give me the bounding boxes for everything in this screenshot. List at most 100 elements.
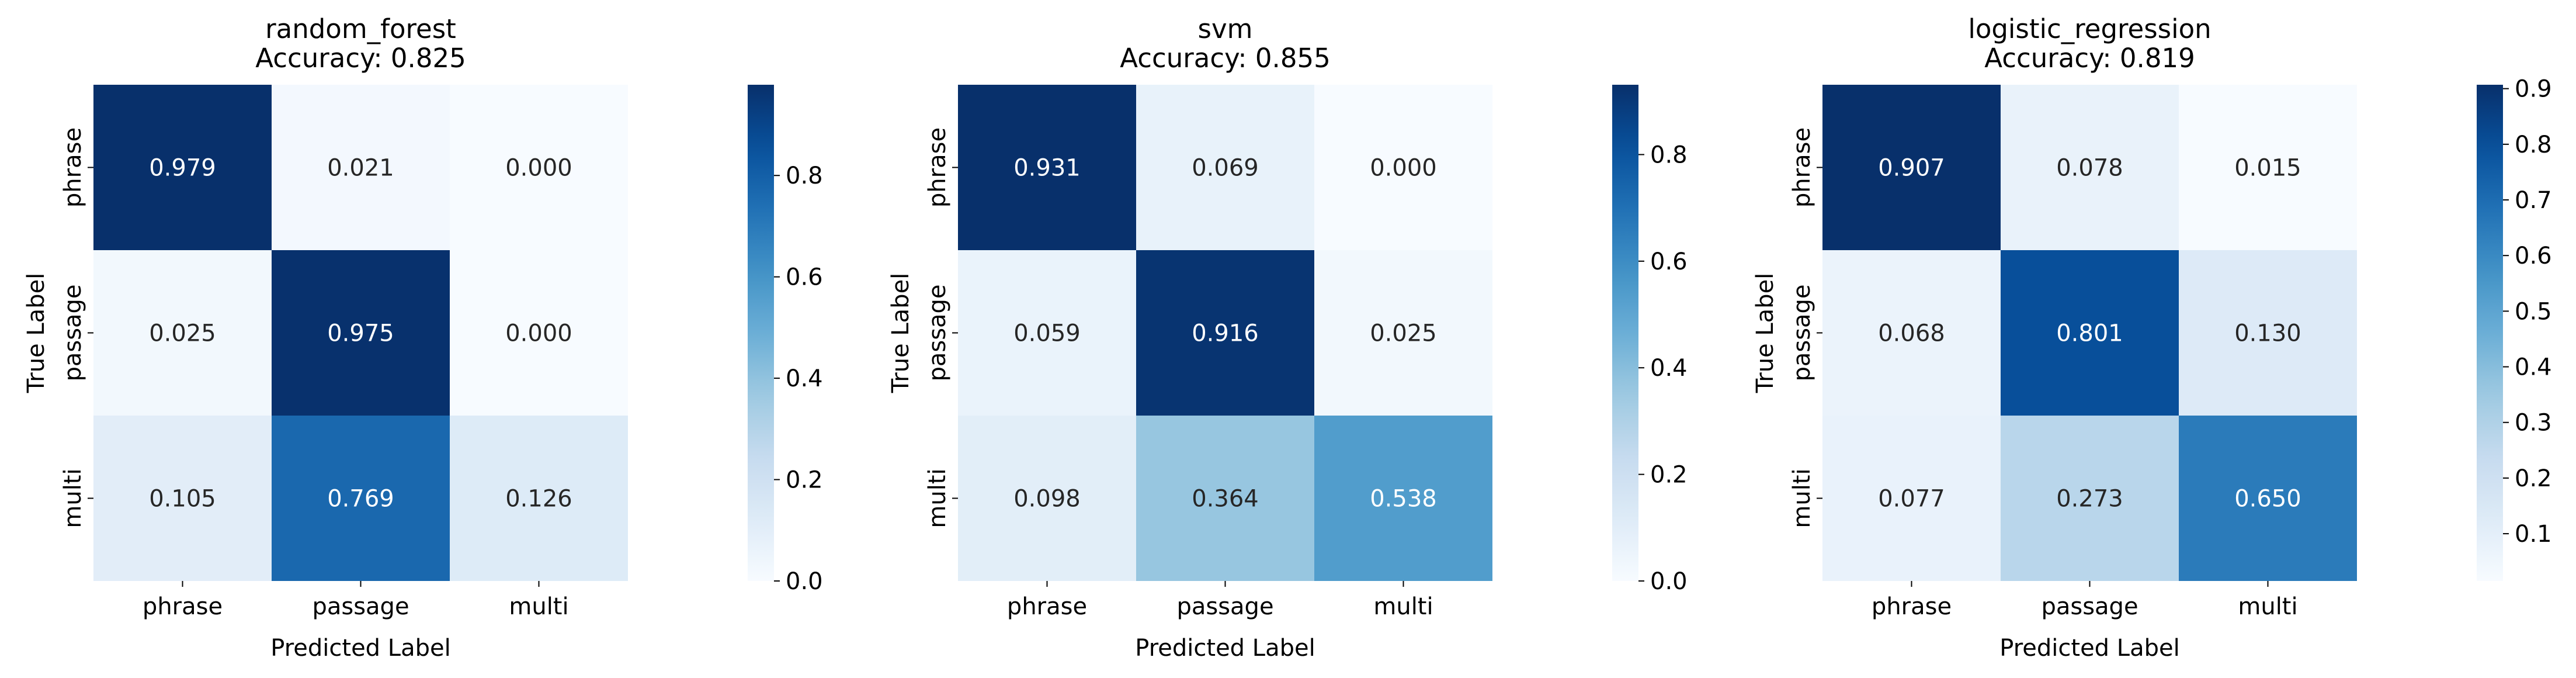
colorbar-tick-label: 0.6 <box>786 264 823 291</box>
cell-value-label: 0.769 <box>327 486 394 513</box>
x-tick-label: phrase <box>143 593 223 620</box>
y-tick-label: multi <box>1789 468 1815 528</box>
heatmap-cell <box>1822 416 2001 581</box>
chart-title-line: logistic_regression <box>1968 13 2211 44</box>
heatmap-cell <box>1136 85 1314 250</box>
colorbar-tick-label: 0.5 <box>2515 298 2552 325</box>
colorbar-tick-label: 0.7 <box>2515 187 2552 214</box>
heatmap-cell <box>450 250 628 416</box>
cell-value-label: 0.000 <box>1370 155 1437 182</box>
heatmap-cell <box>93 85 272 250</box>
cell-value-label: 0.364 <box>1192 486 1259 513</box>
cell-value-label: 0.059 <box>1013 320 1081 347</box>
y-axis-label: True Label <box>1752 273 1779 394</box>
x-tick-label: passage <box>312 593 409 620</box>
heatmap-cell <box>1822 250 2001 416</box>
y-tick-label: multi <box>60 468 86 528</box>
y-tick-label: multi <box>924 468 951 528</box>
heatmap-cell <box>2001 416 2179 581</box>
x-tick-label: phrase <box>1872 593 1952 620</box>
cell-value-label: 0.025 <box>1370 320 1437 347</box>
heatmap-cell <box>272 416 450 581</box>
colorbar-tick-label: 0.2 <box>2515 465 2552 492</box>
heatmap-cell <box>1314 250 1492 416</box>
heatmap-cell <box>272 250 450 416</box>
cell-value-label: 0.130 <box>2234 320 2301 347</box>
x-tick-label: phrase <box>1007 593 1087 620</box>
colorbar-tick-label: 0.2 <box>1650 462 1688 489</box>
cell-value-label: 0.801 <box>2056 320 2123 347</box>
chart-title-line: Accuracy: 0.819 <box>1984 43 2195 74</box>
heatmap-cell <box>1822 85 2001 250</box>
cell-value-label: 0.069 <box>1192 155 1259 182</box>
colorbar-tick-label: 0.9 <box>2515 76 2552 103</box>
colorbar-tick-label: 0.1 <box>2515 521 2552 548</box>
heatmap-cell <box>93 250 272 416</box>
cell-value-label: 0.021 <box>327 155 394 182</box>
heatmap-cell <box>2179 250 2357 416</box>
y-tick-label: phrase <box>60 127 86 207</box>
chart-title-line: Accuracy: 0.825 <box>255 43 466 74</box>
heatmap-cell <box>1314 85 1492 250</box>
colorbar-tick-label: 0.6 <box>1650 248 1688 275</box>
cell-value-label: 0.000 <box>505 155 572 182</box>
heatmap-cell <box>1136 416 1314 581</box>
cell-value-label: 0.916 <box>1192 320 1259 347</box>
cell-value-label: 0.126 <box>505 486 572 513</box>
cell-value-label: 0.105 <box>149 486 216 513</box>
cell-value-label: 0.538 <box>1370 486 1437 513</box>
colorbar-tick-label: 0.2 <box>786 467 823 494</box>
cell-value-label: 0.068 <box>1878 320 1945 347</box>
colorbar-tick-label: 0.8 <box>1650 141 1688 168</box>
x-tick-label: multi <box>509 593 568 620</box>
colorbar-tick-label: 0.4 <box>1650 355 1688 382</box>
heatmap-cell <box>2001 250 2179 416</box>
heatmap-cell <box>2179 416 2357 581</box>
cell-value-label: 0.098 <box>1013 486 1081 513</box>
cell-value-label: 0.650 <box>2234 486 2301 513</box>
cell-value-label: 0.078 <box>2056 155 2123 182</box>
cell-value-label: 0.025 <box>149 320 216 347</box>
colorbar-tick-label: 0.4 <box>786 365 823 392</box>
colorbar-tick-label: 0.8 <box>2515 132 2552 158</box>
heatmap-cell <box>2001 85 2179 250</box>
cell-value-label: 0.015 <box>2234 155 2301 182</box>
cell-value-label: 0.273 <box>2056 486 2123 513</box>
heatmap-cell <box>450 416 628 581</box>
chart-title-line: random_forest <box>265 13 456 44</box>
heatmap-cell <box>93 416 272 581</box>
cell-value-label: 0.907 <box>1878 155 1945 182</box>
colorbar-tick-label: 0.3 <box>2515 410 2552 437</box>
heatmap-cell <box>450 85 628 250</box>
y-axis-label: True Label <box>23 273 50 394</box>
x-tick-label: multi <box>2238 593 2297 620</box>
colorbar-tick-label: 0.8 <box>786 162 823 189</box>
heatmap-cell <box>272 85 450 250</box>
heatmap-cell <box>1136 250 1314 416</box>
x-axis-label: Predicted Label <box>1135 635 1315 662</box>
x-tick-label: passage <box>1176 593 1273 620</box>
x-axis-label: Predicted Label <box>270 635 450 662</box>
heatmap-cell <box>958 85 1136 250</box>
colorbar <box>1612 85 1638 581</box>
heatmap-cell <box>1314 416 1492 581</box>
chart-title-line: Accuracy: 0.855 <box>1120 43 1330 74</box>
y-tick-label: passage <box>924 284 951 381</box>
chart-title-line: svm <box>1198 13 1253 44</box>
colorbar-tick-label: 0.0 <box>1650 568 1688 595</box>
heatmap-cell <box>958 250 1136 416</box>
cell-value-label: 0.000 <box>505 320 572 347</box>
y-tick-label: phrase <box>1789 127 1815 207</box>
colorbar-tick-label: 0.6 <box>2515 243 2552 269</box>
cell-value-label: 0.077 <box>1878 486 1945 513</box>
y-tick-label: passage <box>60 284 86 381</box>
heatmap-cell <box>2179 85 2357 250</box>
colorbar <box>748 85 774 581</box>
x-tick-label: passage <box>2041 593 2138 620</box>
cell-value-label: 0.975 <box>327 320 394 347</box>
colorbar <box>2477 85 2503 581</box>
